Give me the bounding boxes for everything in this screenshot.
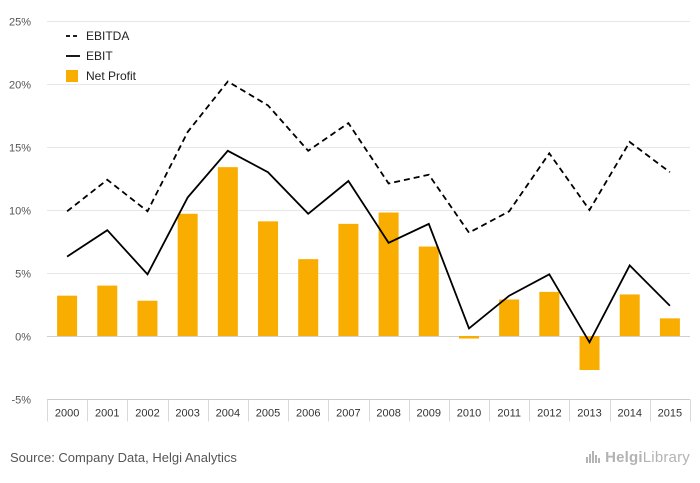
ebit-line: [66, 149, 671, 345]
net-profit-bar: [659, 318, 680, 336]
net-profit-bar: [619, 294, 640, 336]
x-tick-label: 2001: [95, 408, 119, 420]
brand-name-bold: Helgi: [605, 449, 643, 466]
net-profit-bar: [338, 223, 359, 336]
x-tick-label: 2005: [256, 408, 280, 420]
x-tick-label: 2011: [497, 408, 521, 420]
y-tick-label: 5%: [15, 269, 31, 281]
net-profit-bar: [378, 212, 399, 336]
net-profit-bar: [499, 299, 520, 336]
x-tick-label: 2009: [417, 408, 441, 420]
legend: EBITDA EBIT Net Profit: [66, 29, 137, 83]
net-profit-bar: [458, 336, 479, 339]
net-profit-bar: [418, 246, 439, 336]
y-tick-label: 10%: [9, 206, 31, 218]
legend-swatch-net-profit: [66, 70, 78, 82]
y-axis: -5% 0% 5% 10% 15% 20% 25%: [9, 17, 31, 407]
x-tick-label: 2004: [216, 408, 240, 420]
x-tick-label: 2008: [376, 408, 400, 420]
x-tick-label: 2002: [135, 408, 159, 420]
net-profit-bar: [177, 213, 198, 336]
line-series: [66, 80, 671, 345]
y-tick-label: -5%: [11, 395, 31, 407]
y-tick-label: 15%: [9, 143, 31, 155]
y-tick-label: 25%: [9, 17, 31, 29]
chart: -5% 0% 5% 10% 15% 20% 25% 2000 2001 2002 2003 2004…: [9, 17, 691, 422]
brand-name-rest: Library: [642, 449, 690, 466]
x-tick-label: 2012: [537, 408, 561, 420]
net-profit-bar: [579, 336, 600, 371]
net-profit-bar: [137, 300, 158, 336]
x-tick-label: 2015: [658, 408, 682, 420]
brand-logo: HelgiLibrary: [586, 449, 690, 466]
gridlines: [47, 21, 690, 337]
net-profit-bar: [539, 291, 560, 336]
y-tick-label: 0%: [15, 332, 31, 344]
x-tick-label: 2013: [577, 408, 601, 420]
x-tick-label: 2007: [336, 408, 360, 420]
net-profit-bar: [57, 295, 78, 336]
x-tick-label: 2006: [296, 408, 320, 420]
y-tick-label: 20%: [9, 80, 31, 92]
legend-label-ebitda: EBITDA: [86, 29, 129, 43]
source-note: Source: Company Data, Helgi Analytics: [10, 450, 237, 465]
x-tick-label: 2014: [617, 408, 641, 420]
brand-bars-icon: [586, 451, 601, 463]
x-tick-label: 2000: [55, 408, 79, 420]
net-profit-bar: [298, 259, 319, 336]
net-profit-bar: [258, 221, 279, 336]
legend-label-net-profit: Net Profit: [86, 69, 137, 83]
x-tick-label: 2003: [175, 408, 199, 420]
x-tick-label: 2010: [457, 408, 481, 420]
legend-label-ebit: EBIT: [86, 49, 113, 63]
net-profit-bar: [217, 167, 238, 336]
net-profit-bars: [57, 167, 680, 371]
x-axis: 2000 2001 2002 2003 2004 2005 2006 2007 2008 2009…: [47, 399, 691, 422]
net-profit-bar: [97, 285, 118, 336]
